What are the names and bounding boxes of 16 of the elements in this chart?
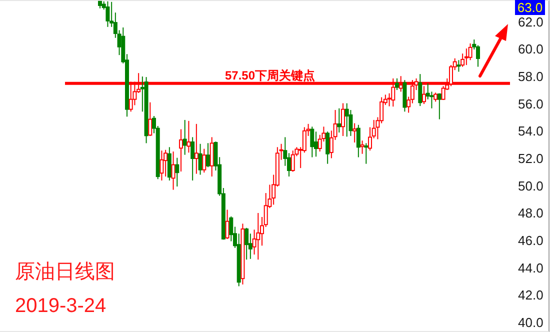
y-tick-label: 56.0 bbox=[518, 96, 544, 112]
price-tag: 63.0 bbox=[515, 0, 545, 15]
y-tick-label: 42.0 bbox=[518, 288, 544, 303]
y-tick-label: 48.0 bbox=[518, 206, 544, 221]
annotation: 原油日线图 bbox=[15, 261, 115, 283]
y-tick-label: 46.0 bbox=[518, 232, 544, 248]
y-tick-label: 50.0 bbox=[518, 178, 544, 194]
annotation: 2019-3-24 bbox=[15, 295, 106, 317]
y-tick-label: 52.0 bbox=[518, 150, 544, 166]
ref-line-label: 57.50下周关键点 bbox=[224, 68, 316, 82]
y-tick-label: 54.0 bbox=[518, 124, 544, 139]
y-tick-label: 58.0 bbox=[518, 69, 544, 84]
y-tick-label: 44.0 bbox=[518, 260, 544, 276]
y-tick-label: 60.0 bbox=[518, 42, 544, 57]
y-tick-label: 40.0 bbox=[518, 314, 544, 330]
y-tick-label: 62.0 bbox=[518, 14, 544, 30]
